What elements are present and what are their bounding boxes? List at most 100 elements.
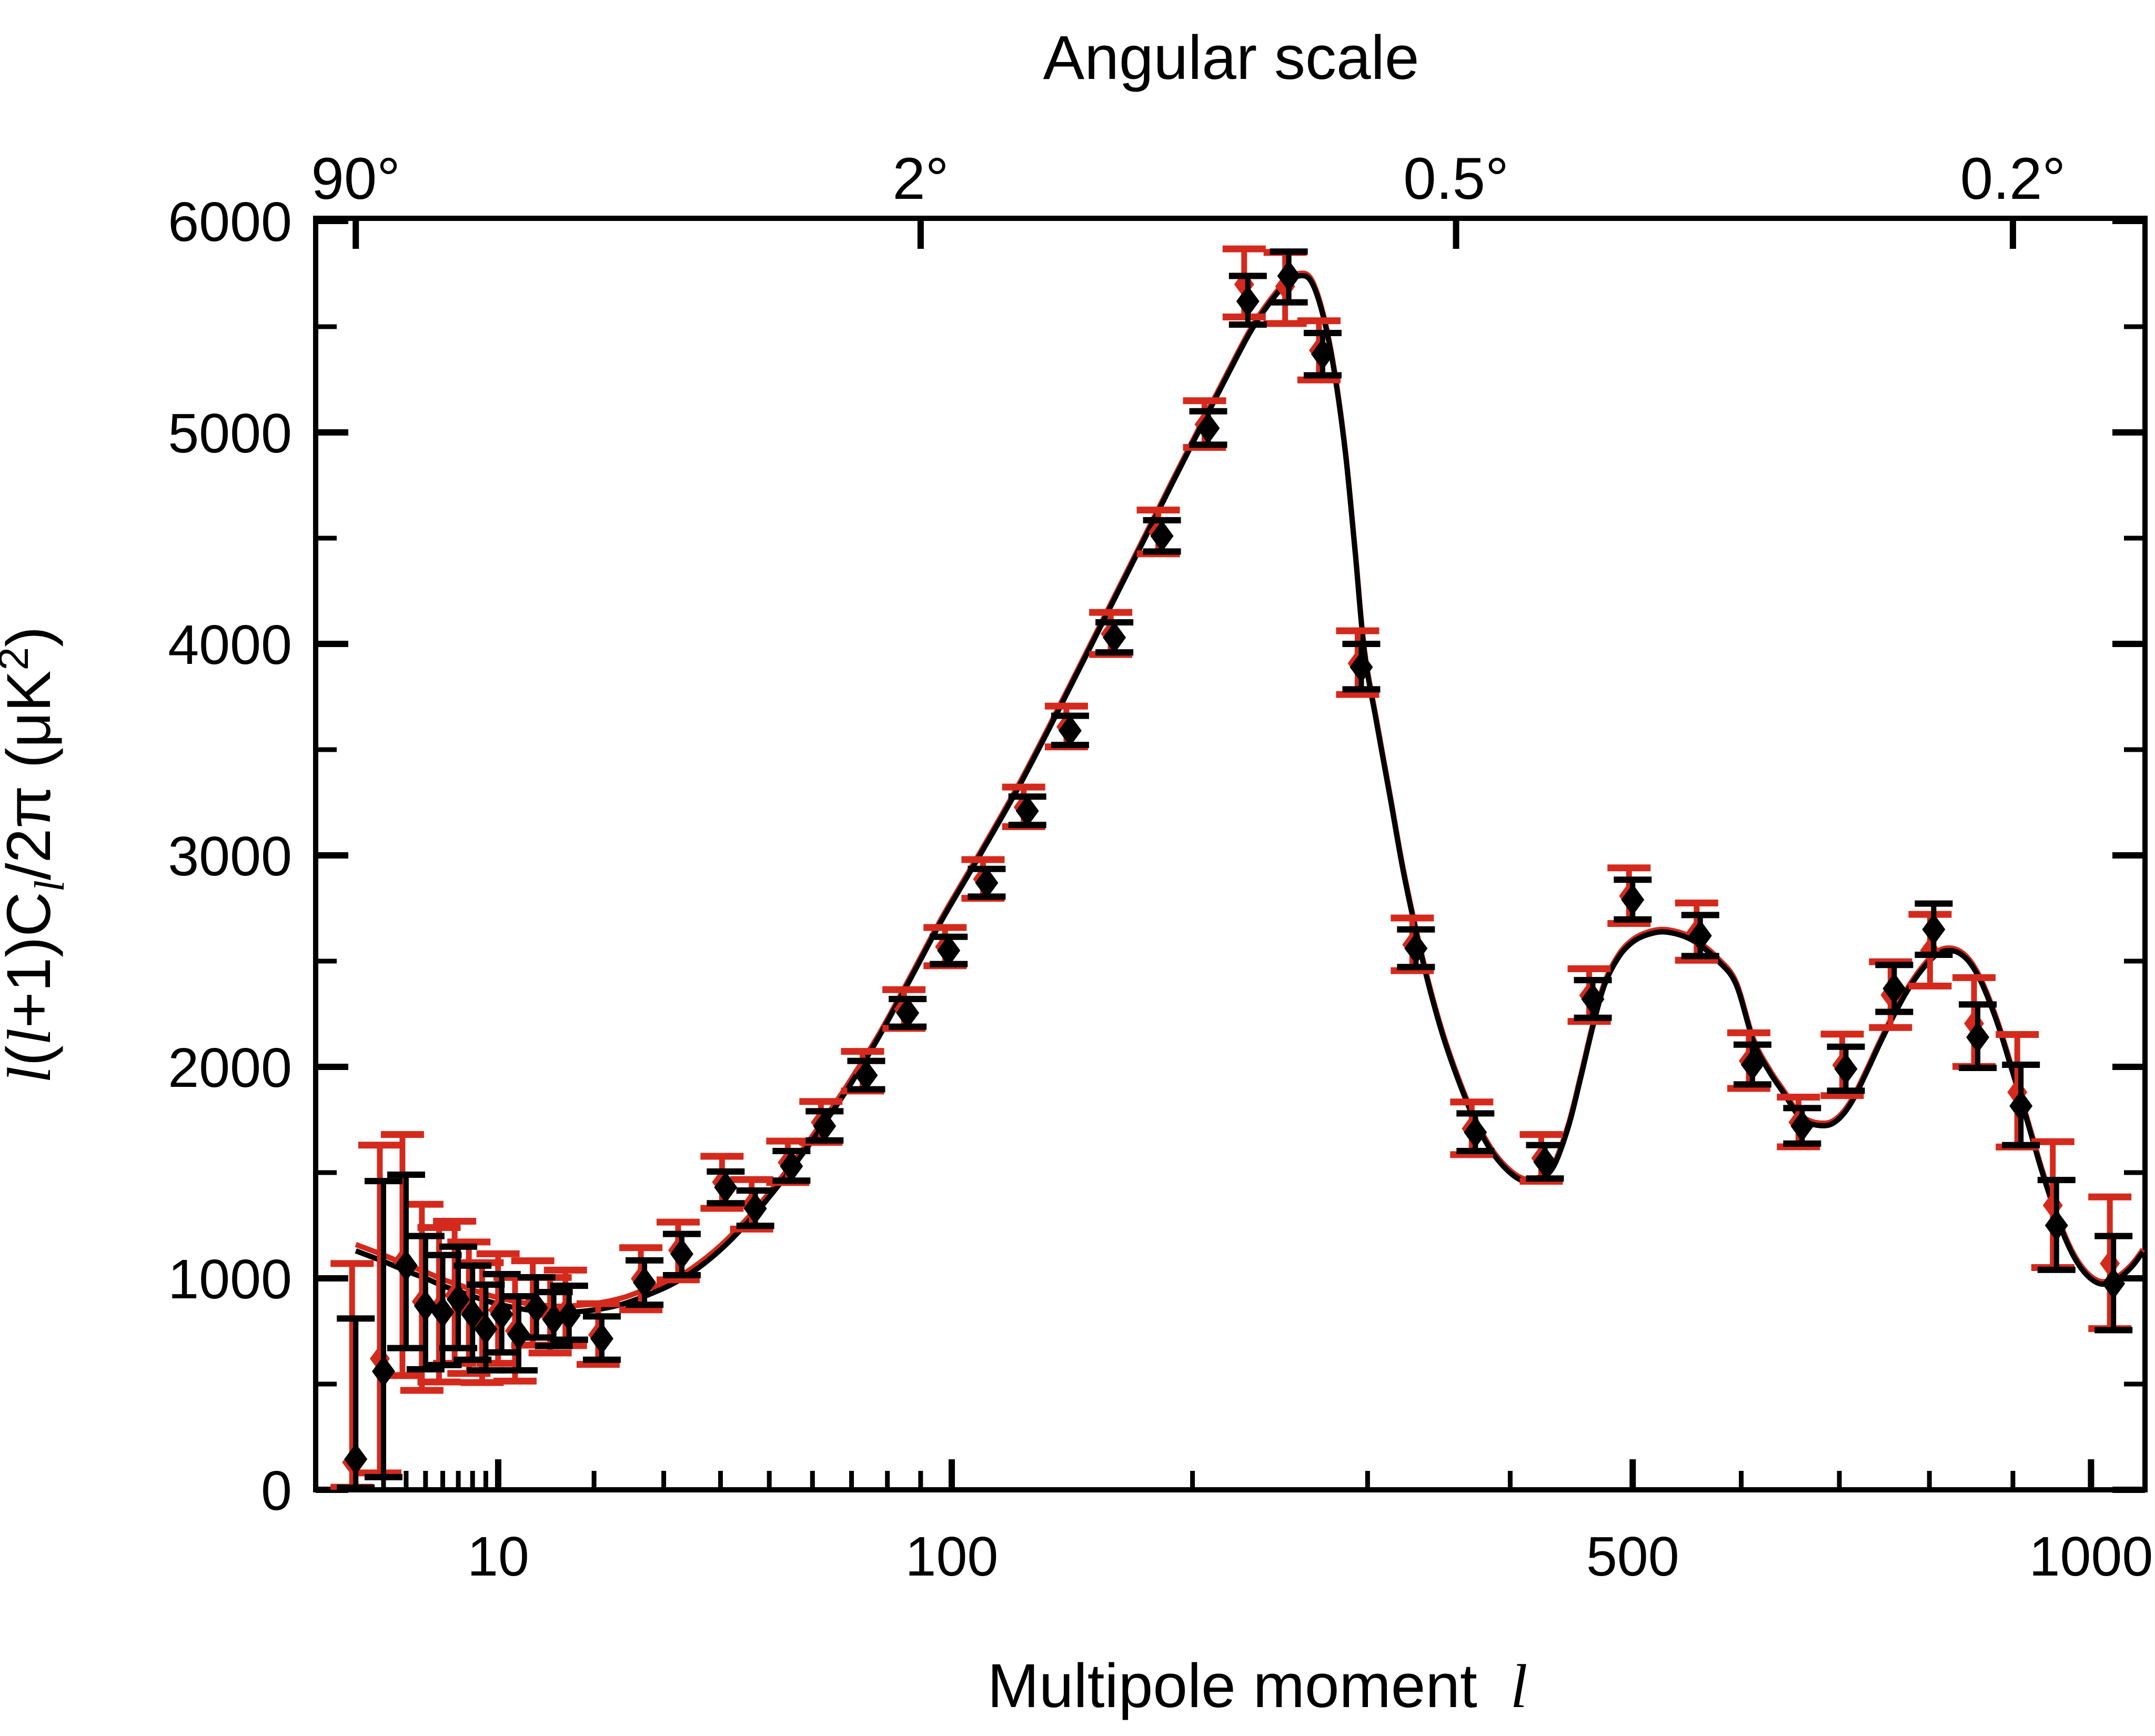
- data-point-diamond: [461, 1298, 485, 1330]
- x-axis-title-text: Multipole moment: [988, 1651, 1477, 1721]
- error-bar: [1783, 1105, 1821, 1147]
- data-point-diamond: [854, 1059, 878, 1092]
- data-point-diamond: [743, 1193, 767, 1225]
- data-point-diamond: [1533, 1146, 1557, 1178]
- data-point-diamond: [896, 997, 920, 1029]
- error-bar: [517, 1274, 556, 1341]
- error-bar: [1456, 1110, 1495, 1154]
- error-bar: [499, 1293, 538, 1374]
- error-bar: [1875, 962, 1914, 1015]
- data-point-diamond: [2009, 1090, 2033, 1122]
- plot-frame: [313, 216, 2148, 1492]
- data-point-diamond: [1058, 714, 1082, 746]
- top-axis-tick-label: 0.2°: [1960, 146, 2066, 211]
- y-tick-label: 5000: [168, 402, 292, 465]
- data-point-diamond: [414, 1290, 437, 1322]
- error-bar: [406, 1233, 445, 1372]
- top-axis-title: Angular scale: [1043, 23, 1419, 93]
- error-bar: [2002, 1061, 2040, 1148]
- data-point-diamond: [1621, 884, 1645, 916]
- error-bar: [1342, 641, 1381, 693]
- data-point-diamond: [490, 1298, 513, 1330]
- y-axis-title: l(l+1)Cl​/2π (μK2​): [0, 627, 73, 1084]
- error-bar: [1827, 1043, 1865, 1094]
- data-point-diamond: [507, 1318, 530, 1350]
- error-bar: [1303, 330, 1342, 379]
- error-bar: [626, 1257, 664, 1308]
- y-tick-label: 0: [261, 1460, 292, 1522]
- x-axis-title: Multipole moment l: [988, 1651, 1528, 1721]
- y-tick-label: 4000: [168, 614, 292, 676]
- data-points-red: [330, 245, 2132, 1490]
- y-tick-label: 6000: [168, 191, 292, 253]
- data-point-diamond: [2102, 1268, 2126, 1300]
- data-point-diamond: [394, 1249, 418, 1281]
- error-bar: [1095, 619, 1134, 656]
- error-bar: [1915, 900, 1953, 958]
- error-bar: [535, 1289, 573, 1349]
- y-axis-ticks: [316, 218, 2145, 1493]
- data-points-black: [337, 248, 2133, 1490]
- x-axis-tick-labels: 10 100 500 1000: [467, 1526, 2153, 1588]
- data-point-diamond: [525, 1292, 548, 1324]
- error-bar: [454, 1262, 492, 1363]
- top-axis-tick-label: 90°: [311, 146, 400, 211]
- error-bar: [1397, 926, 1435, 971]
- data-point-diamond: [1103, 621, 1126, 653]
- data-point-diamond: [2045, 1209, 2068, 1242]
- error-bar: [889, 995, 927, 1030]
- data-point-diamond: [670, 1238, 693, 1270]
- error-bar: [387, 1172, 425, 1351]
- data-point-diamond: [1464, 1116, 1487, 1148]
- data-point-diamond: [474, 1313, 498, 1345]
- data-point-diamond: [1196, 412, 1220, 444]
- x-tick-label: 1000: [2029, 1526, 2153, 1588]
- data-point-diamond: [975, 867, 999, 899]
- top-axis-tick-labels: 90° 2° 0.5° 0.2°: [311, 146, 2066, 211]
- x-axis-title-symbol: l: [1510, 1652, 1528, 1721]
- error-bar: [1952, 974, 1996, 1070]
- data-point-diamond: [1688, 920, 1712, 952]
- error-bar: [1270, 248, 1308, 306]
- data-point-diamond: [1790, 1110, 1814, 1142]
- data-point-diamond: [557, 1299, 581, 1331]
- y-axis-tick-labels: 0 1000 2000 3000 4000 5000 6000: [168, 191, 292, 1522]
- top-axis-tick-label: 2°: [892, 146, 949, 211]
- error-bar: [1574, 977, 1612, 1021]
- error-bar: [358, 1142, 401, 1477]
- error-bar: [424, 1251, 462, 1368]
- error-bar: [482, 1270, 521, 1356]
- data-point-diamond: [1236, 285, 1260, 317]
- error-bar: [736, 1187, 774, 1229]
- x-tick-label: 500: [1586, 1526, 1679, 1588]
- error-bar: [1008, 793, 1046, 829]
- error-bar: [1263, 249, 1307, 327]
- data-point-diamond: [1277, 260, 1301, 292]
- error-bar: [1228, 272, 1267, 328]
- best-fit-curve-black: [355, 272, 2145, 1316]
- top-axis-ticks: [353, 218, 2016, 249]
- error-bar: [2088, 1193, 2132, 1333]
- top-axis-tick-label: 0.5°: [1403, 146, 1508, 211]
- error-bar: [930, 933, 968, 967]
- x-tick-label: 10: [467, 1526, 529, 1588]
- data-point-diamond: [542, 1304, 566, 1336]
- x-tick-label: 100: [905, 1526, 999, 1588]
- x-axis-ticks: [353, 1459, 2094, 1490]
- error-bar: [662, 1230, 701, 1278]
- error-bar: [707, 1168, 745, 1207]
- y-tick-label: 1000: [168, 1248, 292, 1310]
- model-curve-red: [355, 270, 2145, 1309]
- data-point-diamond: [447, 1284, 470, 1316]
- error-bar: [582, 1313, 621, 1363]
- error-bar: [847, 1057, 885, 1093]
- error-bar: [1614, 876, 1652, 923]
- error-bar: [772, 1147, 811, 1184]
- error-bar: [364, 1178, 402, 1480]
- data-point-diamond: [371, 1355, 395, 1387]
- error-bar: [968, 865, 1006, 900]
- data-point-diamond: [633, 1267, 657, 1299]
- model-curve-black: [355, 272, 2145, 1316]
- data-point-diamond: [1350, 651, 1373, 683]
